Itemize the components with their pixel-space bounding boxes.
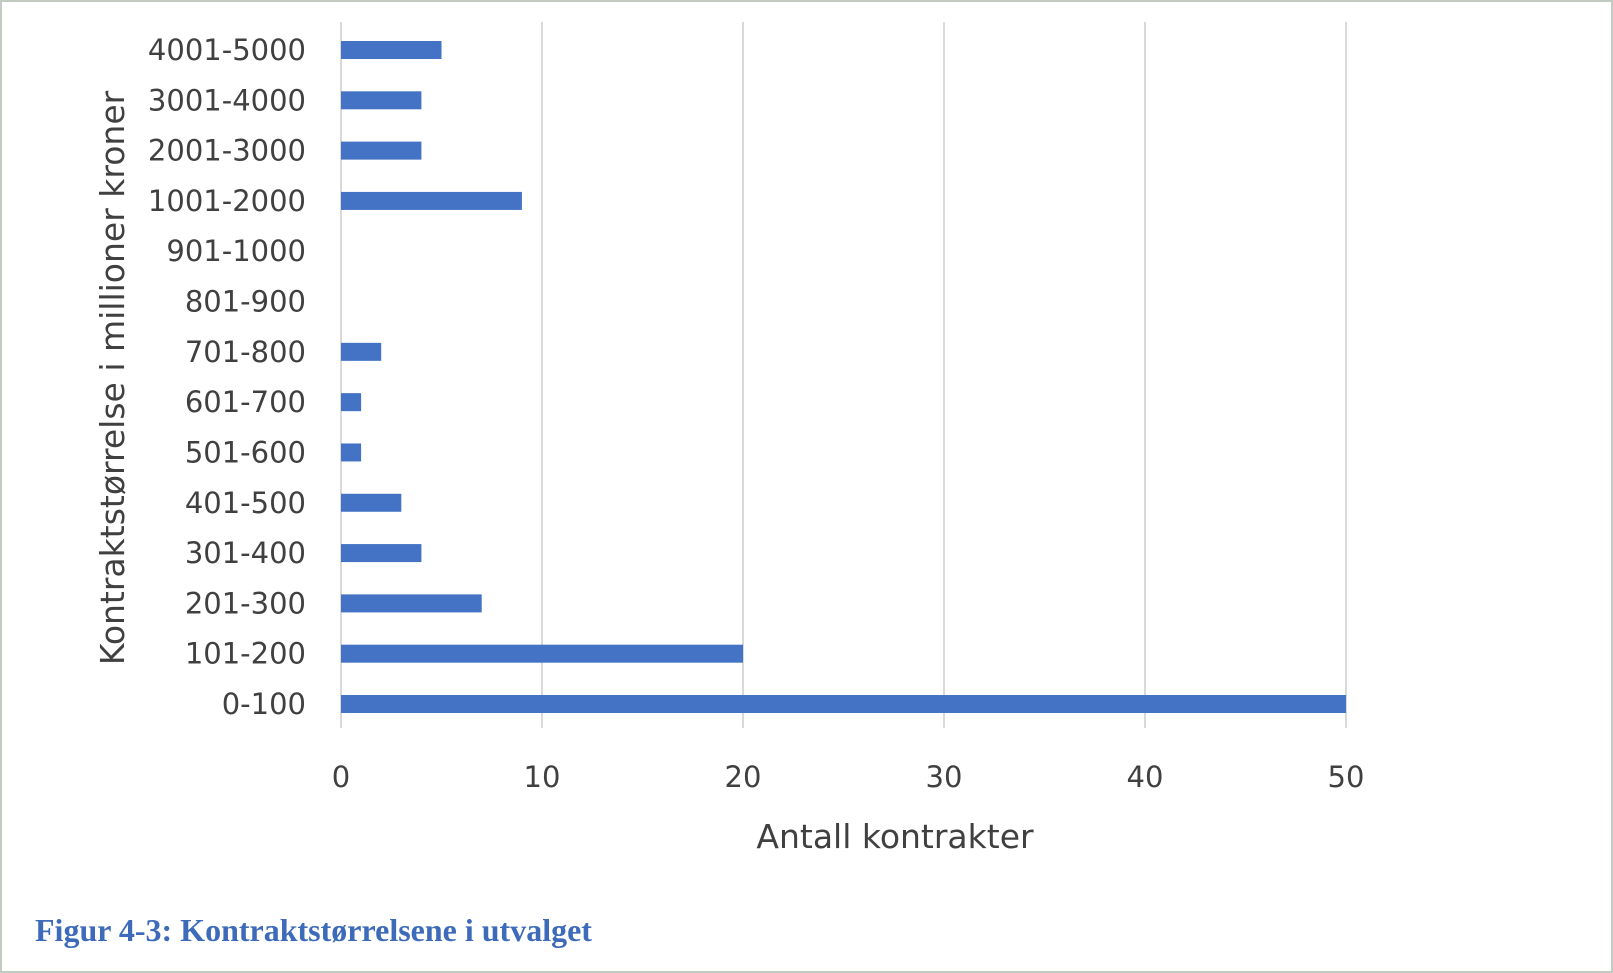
bar: [341, 141, 422, 160]
category-label: 1001-2000: [148, 184, 306, 218]
x-axis-title: Antall kontrakter: [756, 817, 1034, 856]
x-tick-label: 40: [1127, 760, 1164, 794]
bar: [341, 191, 522, 210]
bar: [341, 91, 422, 110]
figure-caption: Figur 4-3: Kontraktstørrelsene i utvalge…: [35, 912, 592, 948]
category-label: 3001-4000: [148, 83, 306, 117]
bar: [341, 443, 362, 462]
bar-chart: 0-100 101-200 201-300 301-400 401-500 501-600…: [93, 22, 1365, 856]
bar: [341, 695, 1346, 713]
bar: [341, 393, 362, 412]
category-label: 0-100: [222, 687, 306, 721]
category-label: 801-900: [185, 285, 306, 319]
bar: [341, 594, 482, 613]
x-tick-label: 0: [332, 760, 350, 794]
x-tick-label: 20: [725, 760, 762, 794]
category-label: 701-800: [185, 335, 306, 369]
x-tick-label: 30: [926, 760, 963, 794]
x-tick-labels: 0 10 20 30 40 50: [332, 760, 1365, 794]
category-label: 301-400: [185, 536, 306, 570]
gridlines: [340, 22, 1347, 728]
bar: [341, 644, 743, 663]
category-label: 401-500: [185, 486, 306, 520]
bar: [341, 493, 402, 512]
bar: [341, 342, 382, 361]
bars: [341, 41, 1346, 713]
x-tick-label: 50: [1328, 760, 1365, 794]
x-tick-label: 10: [524, 760, 561, 794]
bar: [341, 544, 422, 563]
category-label: 101-200: [185, 637, 306, 671]
category-label: 201-300: [185, 586, 306, 620]
bar: [341, 41, 442, 59]
category-label: 601-700: [185, 385, 306, 419]
category-label: 2001-3000: [148, 134, 306, 168]
category-label: 901-1000: [166, 234, 306, 268]
category-labels: 0-100 101-200 201-300 301-400 401-500 501-600…: [148, 33, 306, 721]
category-label: 4001-5000: [148, 33, 306, 67]
category-label: 501-600: [185, 435, 306, 469]
y-axis-title: Kontraktstørrelse i millioner kroner: [93, 90, 132, 665]
